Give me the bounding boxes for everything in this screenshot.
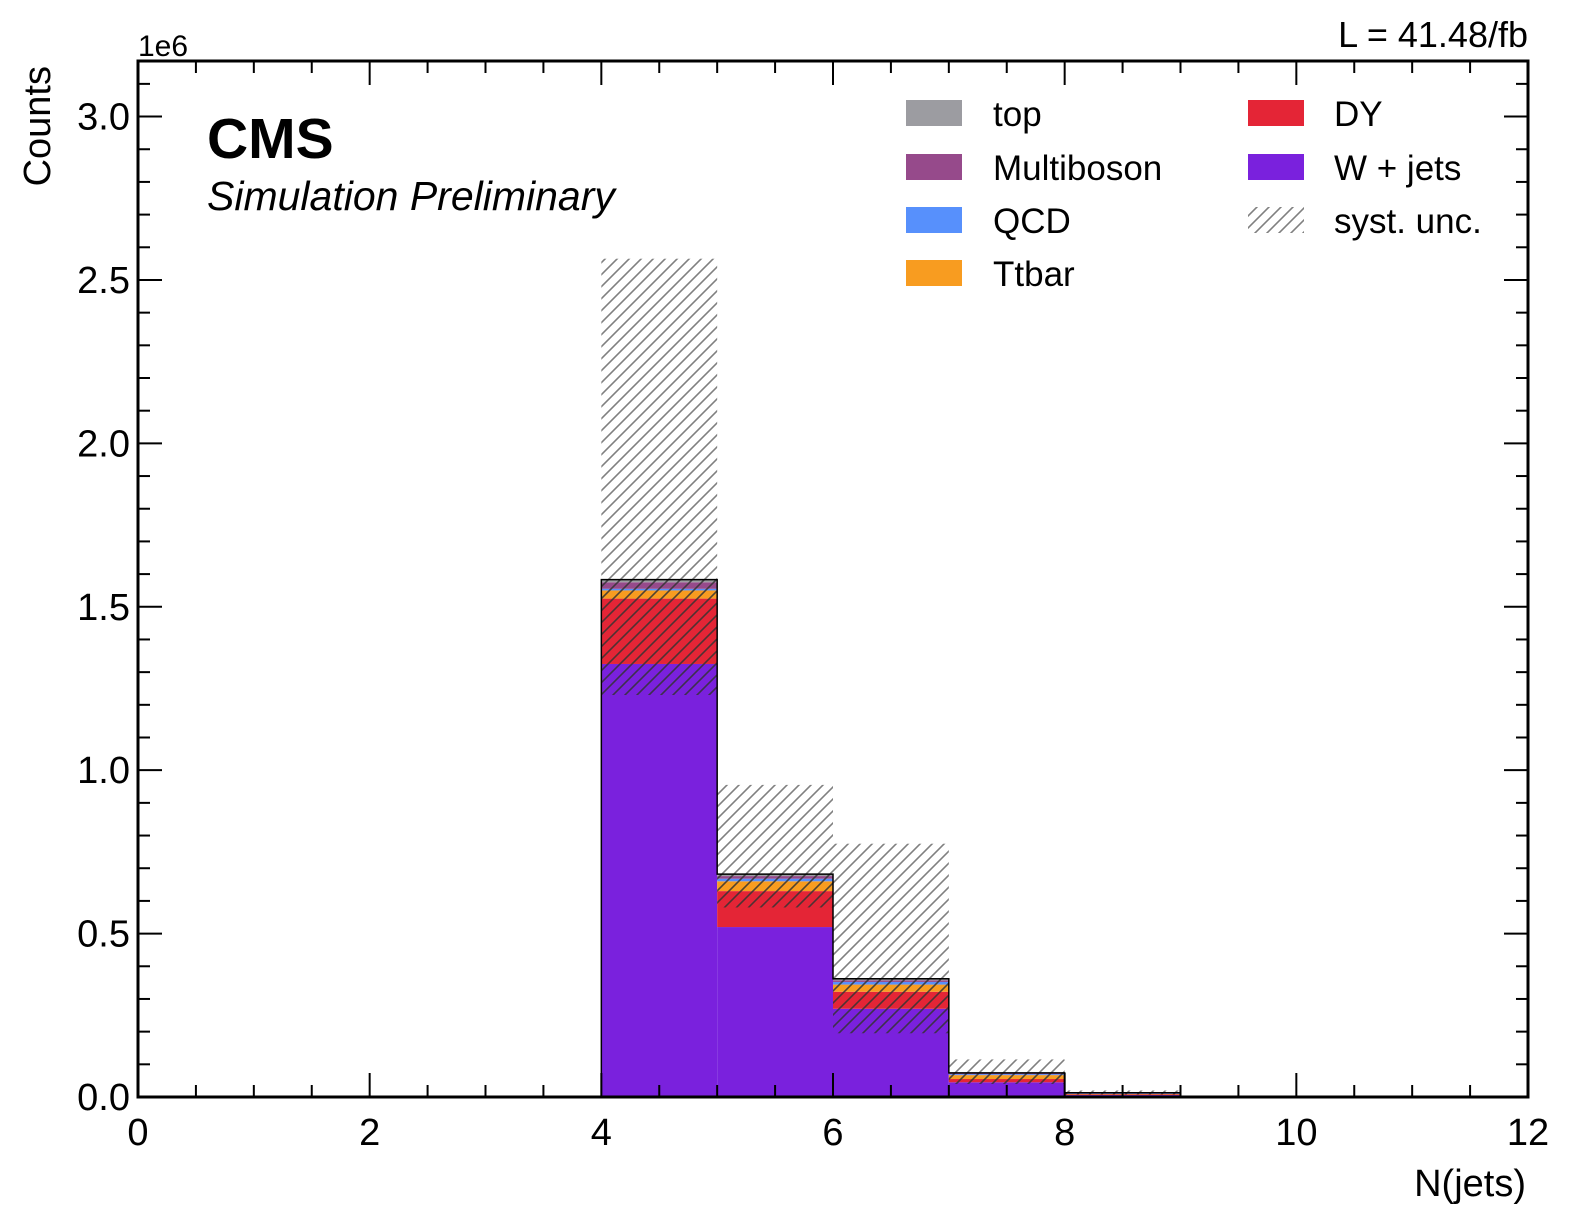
x-tick-label: 8 (1054, 1112, 1075, 1154)
plot-frame (136, 59, 1530, 1099)
syst-unc-down-bin-2 (833, 978, 949, 1034)
y-tick-label: 2.0 (77, 423, 130, 465)
syst-unc-up-bin-3 (948, 1059, 1065, 1073)
legend-label-ttbar: Ttbar (993, 255, 1075, 294)
y-tick-label: 2.5 (77, 260, 130, 302)
legend-swatch-wjets (1248, 154, 1304, 180)
y-tick-label: 0.5 (77, 914, 130, 956)
stack-outline (600, 578, 1182, 1097)
legend-label-syst: syst. unc. (1334, 202, 1482, 241)
legend-label-wjets: W + jets (1334, 149, 1461, 188)
syst-unc-up-bin-0 (601, 258, 718, 580)
legend-swatch-ttbar (906, 260, 962, 286)
syst-unc-down-bin-1 (717, 874, 833, 908)
y-tick-label: 1.0 (77, 750, 130, 792)
legend-swatch-qcd (906, 207, 962, 233)
legend-swatch-syst (1248, 207, 1304, 233)
experiment-label: CMS (207, 107, 334, 171)
legend-label-qcd: QCD (993, 202, 1071, 241)
x-tick-label: 4 (591, 1112, 612, 1154)
legend-swatch-multiboson (906, 154, 962, 180)
status-label: Simulation Preliminary (207, 173, 617, 219)
legend-label-top: top (993, 95, 1042, 134)
legend-label-dy: DY (1334, 95, 1383, 134)
bar-w-jets-bin-1 (717, 927, 833, 1097)
axes: 0 2 4 6 8 10 12 0.0 0.5 1.0 1.5 2.0 2.5 3.0 (77, 61, 1549, 1154)
y-multiplier-label: 1e6 (138, 30, 188, 63)
x-tick-label: 6 (822, 1112, 843, 1154)
legend: top DY Multiboson W + jets QCD syst. unc… (906, 95, 1482, 294)
y-tick-label: 3.0 (77, 97, 130, 139)
y-tick-label: 1.5 (77, 587, 130, 629)
syst-unc-up-bin-1 (717, 784, 833, 875)
x-tick-label: 0 (127, 1112, 148, 1154)
lumi-label: L = 41.48/fb (1338, 14, 1528, 55)
legend-swatch-top (906, 100, 962, 126)
x-axis-label: N(jets) (1414, 1163, 1526, 1205)
syst-unc-up-bin-2 (833, 843, 949, 979)
legend-label-multiboson: Multiboson (993, 149, 1162, 188)
legend-swatch-dy (1248, 100, 1304, 126)
syst-unc-down-bin-3 (948, 1072, 1065, 1084)
syst-unc-bands (600, 258, 1182, 1097)
x-tick-label: 10 (1275, 1112, 1317, 1154)
x-tick-label: 2 (359, 1112, 380, 1154)
y-axis-label: Counts (17, 66, 59, 186)
x-tick-label: 12 (1507, 1112, 1549, 1154)
y-tick-label: 0.0 (77, 1077, 130, 1119)
syst-unc-down-bin-0 (601, 579, 718, 696)
bar-w-jets-bin-0 (601, 663, 718, 1097)
